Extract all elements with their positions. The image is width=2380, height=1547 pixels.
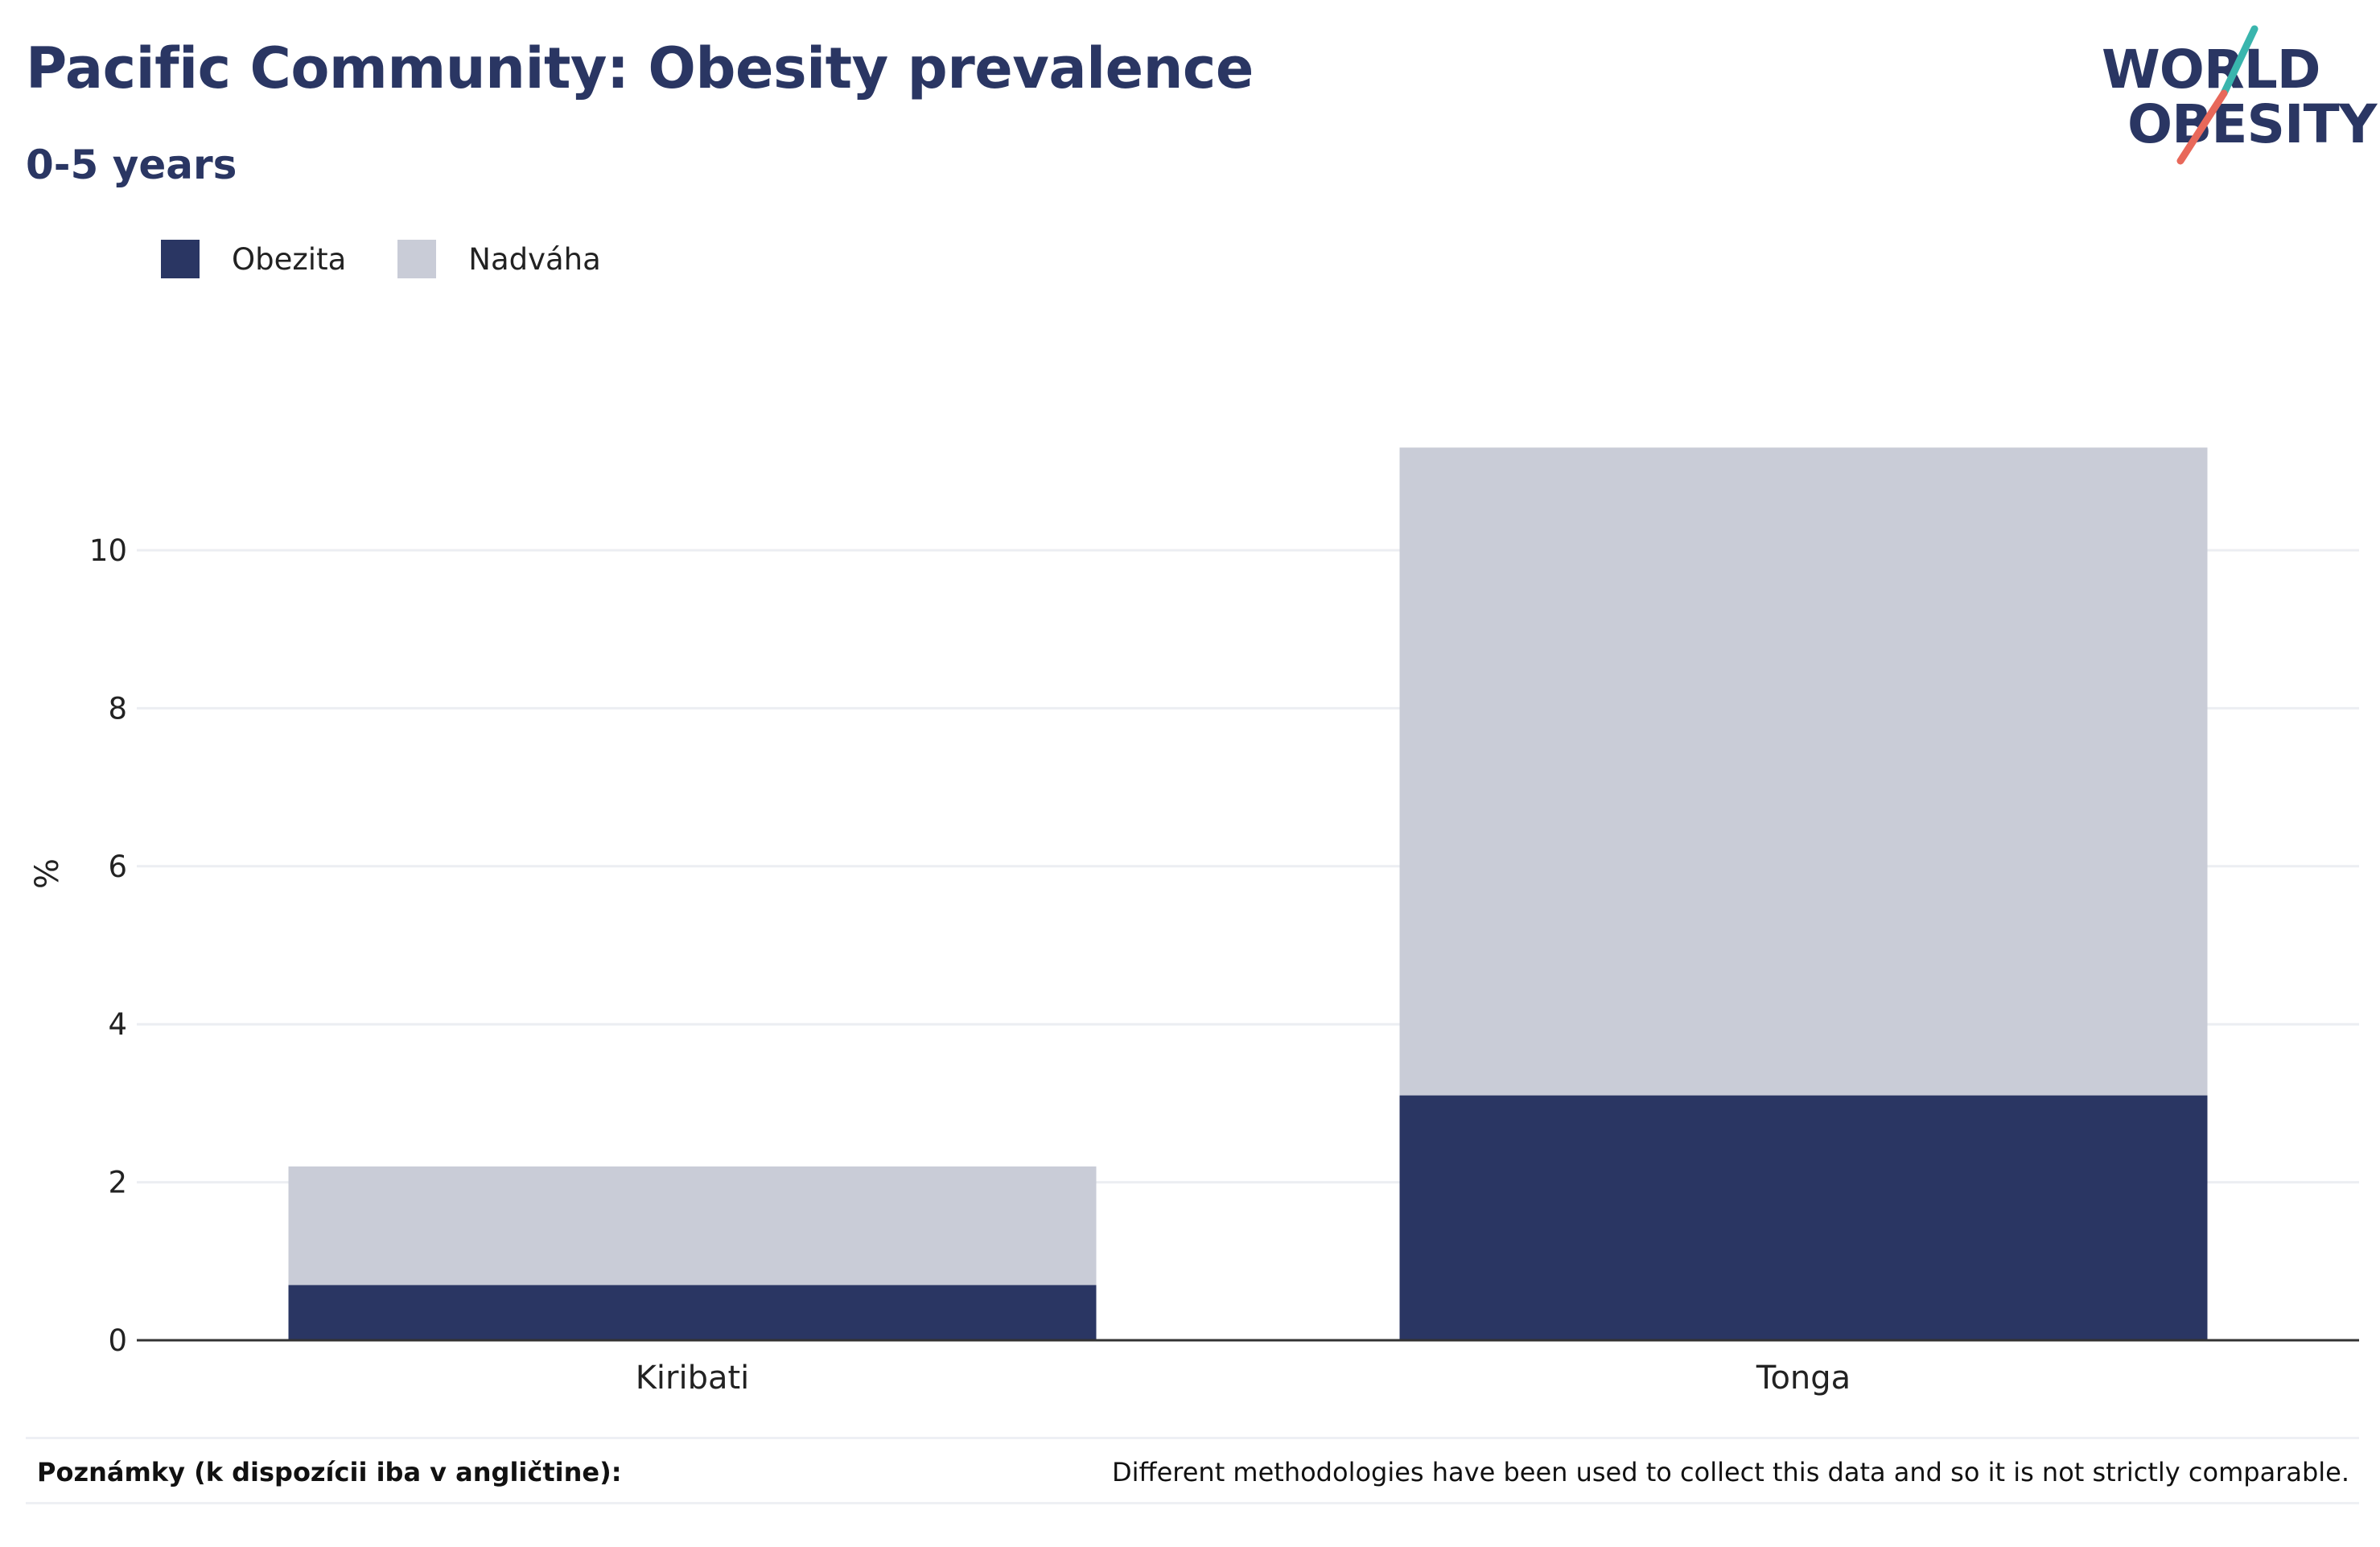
world-obesity-logo: WORLD OBESITY bbox=[2092, 23, 2377, 175]
y-axis-label: % bbox=[29, 858, 66, 889]
legend-swatch-obezita bbox=[161, 240, 200, 278]
bar-tonga-nadvaha bbox=[1399, 447, 2208, 1096]
notes-label: Poznámky (k dispozícii iba v angličtine)… bbox=[37, 1457, 622, 1487]
bar-kiribati-obezita bbox=[288, 1285, 1097, 1340]
legend-swatch-nadvaha bbox=[397, 240, 437, 278]
y-tick-label-4: 4 bbox=[108, 1007, 127, 1042]
chart-subtitle: 0-5 years bbox=[26, 142, 237, 188]
legend-item-nadvaha[interactable]: Nadváha bbox=[397, 240, 601, 278]
x-tick-label-kiribati: Kiribati bbox=[636, 1360, 750, 1397]
logo-text-obesity: OBESITY bbox=[2127, 93, 2377, 155]
y-tick-label-2: 2 bbox=[108, 1166, 127, 1200]
y-tick-label-10: 10 bbox=[89, 533, 127, 568]
notes-bar: Poznámky (k dispozícii iba v angličtine)… bbox=[26, 1437, 2359, 1504]
bar-kiribati-nadvaha bbox=[288, 1166, 1097, 1286]
y-tick-label-6: 6 bbox=[108, 850, 127, 884]
logo-slash-icon bbox=[2176, 25, 2259, 165]
y-tick-label-0: 0 bbox=[108, 1323, 127, 1358]
legend-label-obezita: Obezita bbox=[232, 241, 347, 277]
legend-label-nadvaha: Nadváha bbox=[468, 241, 601, 277]
bar-tonga-obezita bbox=[1399, 1095, 2208, 1340]
legend: Obezita Nadváha bbox=[161, 238, 653, 280]
chart-title: Pacific Community: Obesity prevalence bbox=[26, 35, 1254, 101]
logo-text-world: WORLD bbox=[2102, 39, 2321, 101]
y-tick-label-8: 8 bbox=[108, 691, 127, 726]
notes-text: Different methodologies have been used t… bbox=[1112, 1457, 2349, 1487]
x-tick-label-tonga: Tonga bbox=[1756, 1360, 1851, 1397]
legend-item-obezita[interactable]: Obezita bbox=[161, 240, 346, 278]
